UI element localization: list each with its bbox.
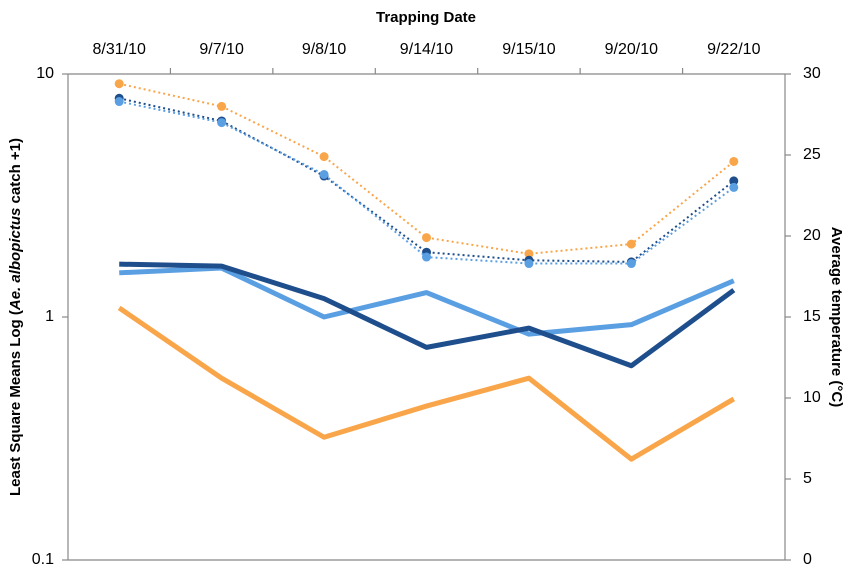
marker: [729, 182, 739, 192]
catch-line: [117, 305, 736, 462]
marker: [626, 239, 636, 249]
temperature-line: [118, 82, 735, 255]
y-title-part: Ae. albopictus: [7, 208, 24, 312]
y-tick-label: 0.1: [32, 551, 54, 568]
marker: [524, 249, 534, 259]
y2-tick-label: 0: [803, 551, 812, 568]
marker: [114, 97, 124, 107]
y-tick-label: 10: [36, 65, 54, 82]
y2-tick-label: 10: [803, 389, 821, 406]
x-tick-label: 9/8/10: [302, 41, 347, 58]
y2-axis-title: Average temperature (°C): [828, 227, 845, 408]
marker: [422, 252, 431, 262]
y-axis-title: Least Square Means Log (Ae. albopictus c…: [7, 138, 24, 496]
catch-line: [119, 265, 735, 337]
marker: [729, 176, 739, 186]
marker: [114, 79, 124, 89]
marker: [217, 101, 227, 111]
y2-tick-label: 30: [803, 65, 821, 82]
marker: [319, 152, 329, 162]
y-title-part: catch +1): [7, 138, 24, 208]
x-tick-label: 9/14/10: [400, 41, 453, 58]
marker: [422, 233, 431, 243]
y2-tick-label: 5: [803, 470, 812, 487]
catch-line: [119, 261, 736, 369]
marker: [319, 169, 329, 179]
x-tick-label: 9/22/10: [707, 41, 760, 58]
x-tick-label: 9/15/10: [502, 41, 555, 58]
marker: [626, 259, 636, 269]
y2-tick-label: 25: [803, 146, 821, 163]
y2-tick-label: 20: [803, 227, 821, 244]
marker: [729, 156, 739, 166]
x-tick-label: 9/20/10: [605, 41, 658, 58]
x-tick-label: 8/31/10: [93, 41, 146, 58]
y-title-part: Least Square Means Log (: [7, 310, 24, 496]
marker: [524, 259, 534, 269]
y2-tick-label: 15: [803, 308, 821, 325]
x-tick-label: 9/7/10: [199, 41, 244, 58]
marker: [217, 118, 227, 128]
y-tick-label: 1: [45, 308, 54, 325]
x-axis-title: Trapping Date: [376, 9, 476, 26]
